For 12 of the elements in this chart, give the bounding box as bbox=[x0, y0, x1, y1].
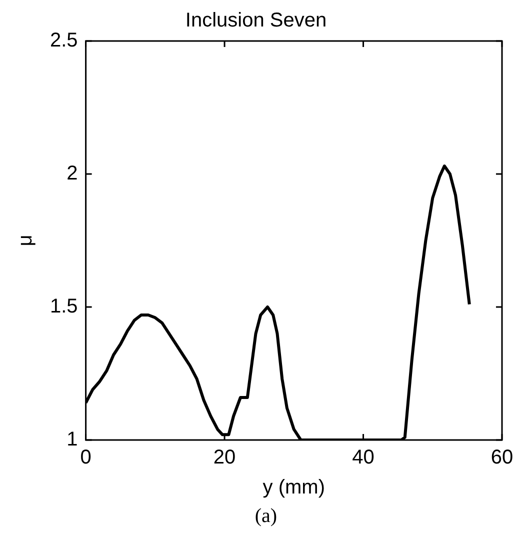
x-tick-label: 0 bbox=[80, 446, 92, 469]
y-tick-label: 1.5 bbox=[50, 296, 78, 318]
y-tick-label: 2.5 bbox=[50, 30, 78, 52]
y-axis-title: μ bbox=[14, 234, 37, 246]
x-axis-title: y (mm) bbox=[262, 476, 326, 499]
chart-title: Inclusion Seven bbox=[185, 10, 327, 32]
y-tick-label: 2 bbox=[66, 162, 78, 185]
y-tick-label: 1 bbox=[66, 428, 78, 451]
x-tick-label: 20 bbox=[213, 446, 236, 469]
text: (a) bbox=[254, 505, 278, 528]
x-tick-label: 40 bbox=[352, 446, 374, 469]
x-tick-label: 60 bbox=[490, 446, 514, 469]
